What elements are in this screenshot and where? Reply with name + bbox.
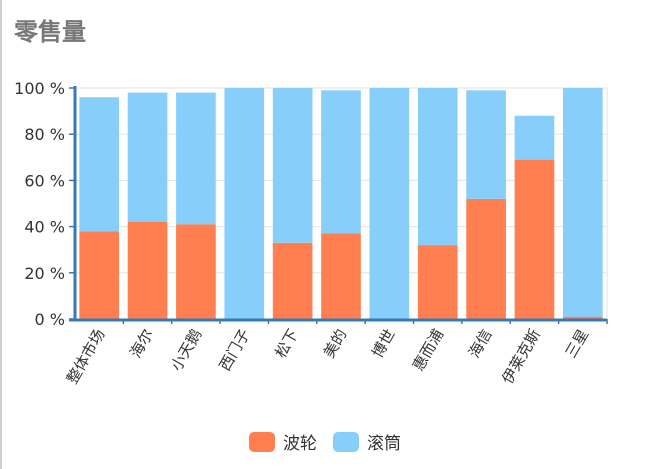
y-tick-label: 40 %: [24, 218, 65, 237]
bar-series-b[interactable]: [224, 88, 265, 319]
bar-series-a[interactable]: [466, 198, 506, 319]
y-tick-label: 60 %: [24, 171, 65, 190]
bar-series-b[interactable]: [417, 88, 458, 246]
legend-item-series-b[interactable]: 滚筒: [333, 429, 401, 454]
legend-item-series-a[interactable]: 波轮: [249, 429, 317, 454]
x-tick-label: 海尔: [126, 326, 157, 361]
bar-series-b[interactable]: [272, 88, 313, 243]
y-tick-label: 0 %: [35, 310, 65, 329]
x-tick-label: 博世: [368, 326, 399, 361]
axes: [69, 86, 608, 324]
x-tick-label: 伊莱克斯: [498, 326, 544, 387]
left-border: [0, 0, 2, 469]
bar-series-b[interactable]: [321, 90, 361, 234]
y-tick-label: 100 %: [14, 79, 65, 98]
bar-series-a[interactable]: [272, 242, 313, 319]
y-tick-label: 20 %: [24, 264, 65, 283]
bar-series-a[interactable]: [79, 231, 120, 319]
bar-series-b[interactable]: [369, 88, 410, 319]
bar-series-a[interactable]: [417, 245, 458, 319]
legend-swatch-series-b: [333, 431, 359, 452]
x-tick-label: 西门子: [216, 326, 254, 374]
bar-series-a[interactable]: [562, 316, 603, 319]
legend-swatch-series-a: [249, 431, 275, 452]
legend-label-series-a: 波轮: [283, 434, 317, 454]
x-tick-label: 小天鹅: [167, 326, 205, 374]
bar-series-b[interactable]: [466, 90, 506, 199]
bar-series-a[interactable]: [514, 159, 555, 319]
bar-series-a[interactable]: [176, 224, 216, 319]
x-tick-label: 惠而浦: [409, 326, 447, 374]
bar-series-b[interactable]: [176, 92, 216, 225]
x-tick-label: 美的: [320, 326, 351, 361]
bar-series-a[interactable]: [321, 233, 361, 319]
page-title: 零售量: [14, 18, 86, 46]
bars: [79, 88, 603, 319]
legend-label-series-b: 滚筒: [367, 434, 401, 454]
x-tick-label: 三星: [562, 326, 593, 361]
bar-series-b[interactable]: [514, 115, 555, 160]
x-tick-label: 海信: [465, 326, 496, 361]
x-tick-label: 松下: [272, 326, 303, 361]
legend: 波轮 滚筒: [0, 429, 650, 454]
y-tick-label: 80 %: [24, 125, 65, 144]
bar-series-a[interactable]: [127, 221, 168, 319]
bar-series-b[interactable]: [127, 92, 168, 222]
stacked-bar-chart: 0 % 20 % 40 % 60 % 80 % 100 % 整体市场 海尔 小天鹅 西门子 松下 美的…: [14, 79, 608, 387]
x-tick-label: 整体市场: [63, 326, 109, 387]
bar-series-b[interactable]: [79, 97, 120, 232]
bar-series-b[interactable]: [562, 88, 603, 317]
